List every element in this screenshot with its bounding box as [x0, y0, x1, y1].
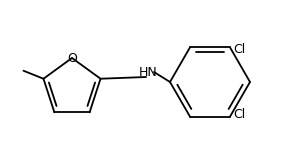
Text: HN: HN [139, 66, 157, 78]
Text: Cl: Cl [233, 108, 245, 121]
Text: Cl: Cl [233, 43, 245, 56]
Text: O: O [67, 51, 77, 64]
